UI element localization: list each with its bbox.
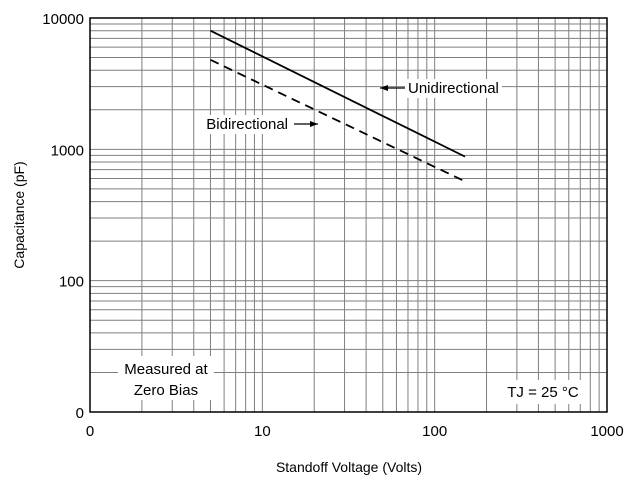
measured-note-bg	[118, 356, 214, 400]
plot-frame	[89, 17, 608, 413]
bidirectional-label-group: Bidirectional	[203, 115, 318, 134]
y-axis-title: Capacitance (pF)	[11, 161, 27, 268]
temperature-note: TJ = 25 °C	[507, 384, 579, 401]
chart-grid	[90, 18, 607, 412]
chart-series	[210, 29, 466, 183]
series-line-unidirectional	[210, 29, 466, 158]
temperature-note-bg	[498, 380, 588, 404]
y-tick-label: 1000	[51, 142, 84, 159]
x-tick-label: 10	[254, 423, 271, 440]
measured-note-line2: Zero Bias	[134, 382, 198, 399]
x-tick-label: 0	[86, 423, 94, 440]
series-label-bidirectional: Bidirectional	[206, 116, 288, 133]
unidirectional-label-group: Unidirectional	[380, 79, 502, 98]
series-label-unidirectional: Unidirectional	[408, 80, 499, 97]
unidirectional-arrowhead	[380, 85, 388, 91]
measured-note: Measured at Zero Bias	[118, 356, 214, 400]
y-tick-label: 100	[59, 274, 84, 291]
x-axis-title: Standoff Voltage (Volts)	[276, 459, 422, 475]
temperature-note: TJ = 25 °C	[498, 380, 588, 404]
x-tick-label: 1000	[590, 423, 623, 440]
y-tick-label: 10000	[42, 11, 84, 28]
unidirectional-label-bg	[405, 79, 502, 98]
bidirectional-label-bg	[203, 115, 291, 134]
x-tick-label: 100	[422, 423, 447, 440]
bidirectional-arrowhead	[310, 121, 318, 127]
measured-note-line1: Measured at	[124, 361, 208, 378]
y-tick-label: 0	[76, 405, 84, 422]
series-line-bidirectional	[210, 59, 466, 183]
